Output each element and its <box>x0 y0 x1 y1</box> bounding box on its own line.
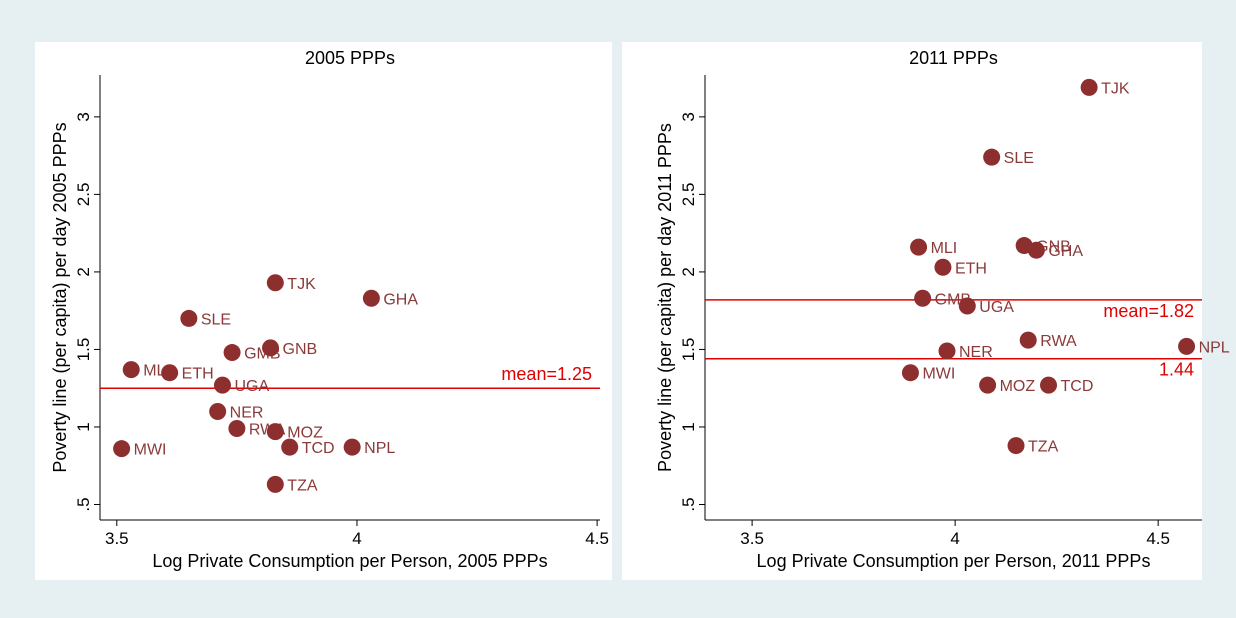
x-tick-label: 3.5 <box>105 529 129 548</box>
point <box>180 309 198 327</box>
x-tick-label: 4.5 <box>1146 529 1170 548</box>
point-label: GHA <box>1048 243 1083 260</box>
point-label: TZA <box>1028 439 1059 456</box>
point-label: TCD <box>302 440 335 457</box>
point <box>266 475 284 493</box>
point <box>914 289 932 307</box>
point-label: ETH <box>955 260 987 277</box>
point <box>958 297 976 315</box>
x-axis-label: Log Private Consumption per Person, 2011… <box>757 551 1151 571</box>
point <box>262 339 280 357</box>
point-label: NPL <box>364 440 395 457</box>
point <box>113 440 131 458</box>
y-tick-label: 2.5 <box>679 183 698 207</box>
point <box>1007 437 1025 455</box>
y-tick-label: 1.5 <box>679 338 698 362</box>
point <box>938 342 956 360</box>
y-tick-label: 1.5 <box>74 338 93 362</box>
y-tick-label: 2 <box>679 267 698 276</box>
reference-line-label: 1.44 <box>1159 360 1194 380</box>
y-tick-label: 1 <box>679 422 698 431</box>
point-label: NPL <box>1199 339 1230 356</box>
point <box>228 420 246 438</box>
point <box>266 274 284 292</box>
point-label: NER <box>230 404 264 421</box>
reference-line-label: mean=1.82 <box>1103 301 1194 321</box>
chart-title: 2011 PPPs <box>909 48 998 68</box>
y-tick-label: 3 <box>679 112 698 121</box>
point-label: MOZ <box>1000 378 1036 395</box>
point <box>266 423 284 441</box>
x-tick-label: 4 <box>950 529 959 548</box>
y-tick-label: 2.5 <box>74 183 93 207</box>
x-tick-label: 4 <box>352 529 361 548</box>
point-label: TCD <box>1061 378 1094 395</box>
point <box>910 238 928 256</box>
chart-title: 2005 PPPs <box>305 48 395 68</box>
point-label: MLI <box>931 240 958 257</box>
point-label: UGA <box>979 299 1014 316</box>
y-tick-label: 3 <box>74 112 93 121</box>
reference-line-label: mean=1.25 <box>501 364 592 384</box>
point-label: GNB <box>283 341 318 358</box>
point-label: SLE <box>201 311 231 328</box>
y-axis-label: Poverty line (per capita) per day 2005 P… <box>50 122 70 472</box>
point-label: TZA <box>287 477 318 494</box>
point <box>122 361 140 379</box>
point-label: ETH <box>182 366 214 383</box>
point-label: NER <box>959 344 993 361</box>
point <box>223 344 241 362</box>
point-label: TJK <box>1101 80 1130 97</box>
point <box>1027 241 1045 259</box>
point-label: MWI <box>922 366 955 383</box>
point <box>209 402 227 420</box>
point-label: UGA <box>234 378 269 395</box>
point-label: RWA <box>1040 333 1077 350</box>
panel <box>35 42 612 580</box>
point <box>343 438 361 456</box>
point <box>1178 337 1196 355</box>
y-tick-label: .5 <box>679 497 698 511</box>
point <box>901 364 919 382</box>
point-label: GNB <box>1036 239 1071 256</box>
y-tick-label: 2 <box>74 267 93 276</box>
point-label: MWI <box>134 442 167 459</box>
y-axis-label: Poverty line (per capita) per day 2011 P… <box>655 123 675 472</box>
point-label: MOZ <box>287 425 323 442</box>
x-tick-label: 4.5 <box>585 529 609 548</box>
point <box>1019 331 1037 349</box>
point-label: SLE <box>1004 150 1034 167</box>
x-tick-label: 3.5 <box>740 529 764 548</box>
x-axis-label: Log Private Consumption per Person, 2005… <box>152 551 547 571</box>
point-label: TJK <box>287 276 316 293</box>
point <box>979 376 997 394</box>
point <box>983 148 1001 166</box>
point <box>1040 376 1058 394</box>
point <box>362 289 380 307</box>
point <box>1080 78 1098 96</box>
point <box>161 364 179 382</box>
y-tick-label: 1 <box>74 422 93 431</box>
point <box>934 258 952 276</box>
y-tick-label: .5 <box>74 497 93 511</box>
panel <box>622 42 1202 580</box>
point-label: GHA <box>383 291 418 308</box>
point <box>213 376 231 394</box>
point <box>281 438 299 456</box>
